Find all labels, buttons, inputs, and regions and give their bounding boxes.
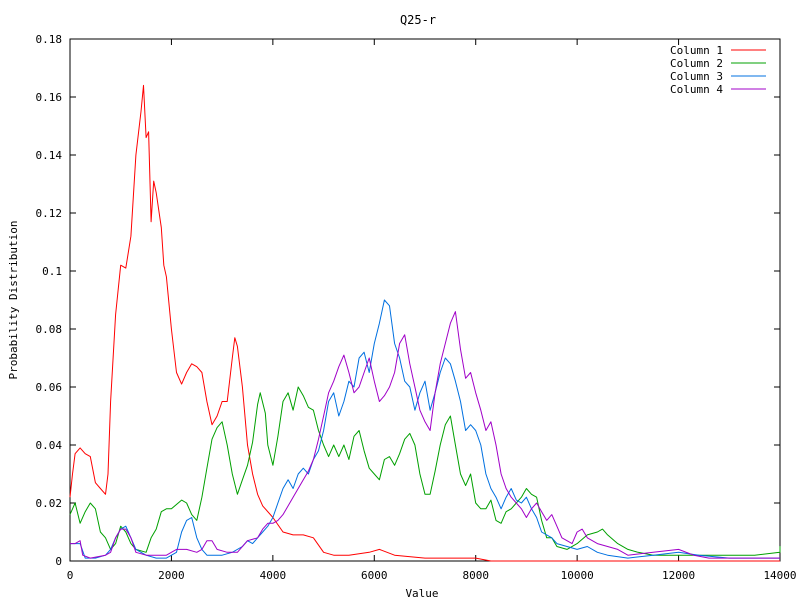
x-axis-label: Value <box>405 587 438 600</box>
legend-label: Column 1 <box>670 44 723 57</box>
axes: 0 0.02 0.04 0.06 0.08 0.1 0.12 0.14 0.16 0.18 0 200… <box>36 33 797 582</box>
y-tick-label: 0.06 <box>36 381 63 394</box>
x-tick-label: 10000 <box>561 569 594 582</box>
y-tick-label: 0 <box>55 555 62 568</box>
y-tick-label: 0.16 <box>36 91 63 104</box>
y-tick-label: 0.14 <box>36 149 63 162</box>
chart-title: Q25-r <box>400 13 436 27</box>
x-tick-label: 14000 <box>763 569 796 582</box>
series-line-column-4 <box>70 311 780 559</box>
y-tick-label: 0.18 <box>36 33 63 46</box>
x-tick-label: 8000 <box>462 569 489 582</box>
x-tick-label: 12000 <box>662 569 695 582</box>
series-lines <box>69 84 781 562</box>
x-tick-label: 4000 <box>260 569 287 582</box>
series-line-column-1 <box>69 84 780 562</box>
y-tick-label: 0.08 <box>36 323 63 336</box>
y-tick-label: 0.04 <box>36 439 63 452</box>
y-tick-label: 0.12 <box>36 207 63 220</box>
x-tick-label: 0 <box>67 569 74 582</box>
x-tick-label: 6000 <box>361 569 388 582</box>
y-tick-label: 0.02 <box>36 497 63 510</box>
series-line-column-2 <box>69 386 781 556</box>
plot-frame <box>69 38 781 562</box>
legend-label: Column 4 <box>670 83 723 96</box>
series-line-column-3 <box>70 299 780 559</box>
x-tick-label: 2000 <box>158 569 185 582</box>
legend-label: Column 3 <box>670 70 723 83</box>
y-axis-label: Probability Distribution <box>7 221 20 380</box>
legend-label: Column 2 <box>670 57 723 70</box>
y-tick-label: 0.1 <box>42 265 62 278</box>
